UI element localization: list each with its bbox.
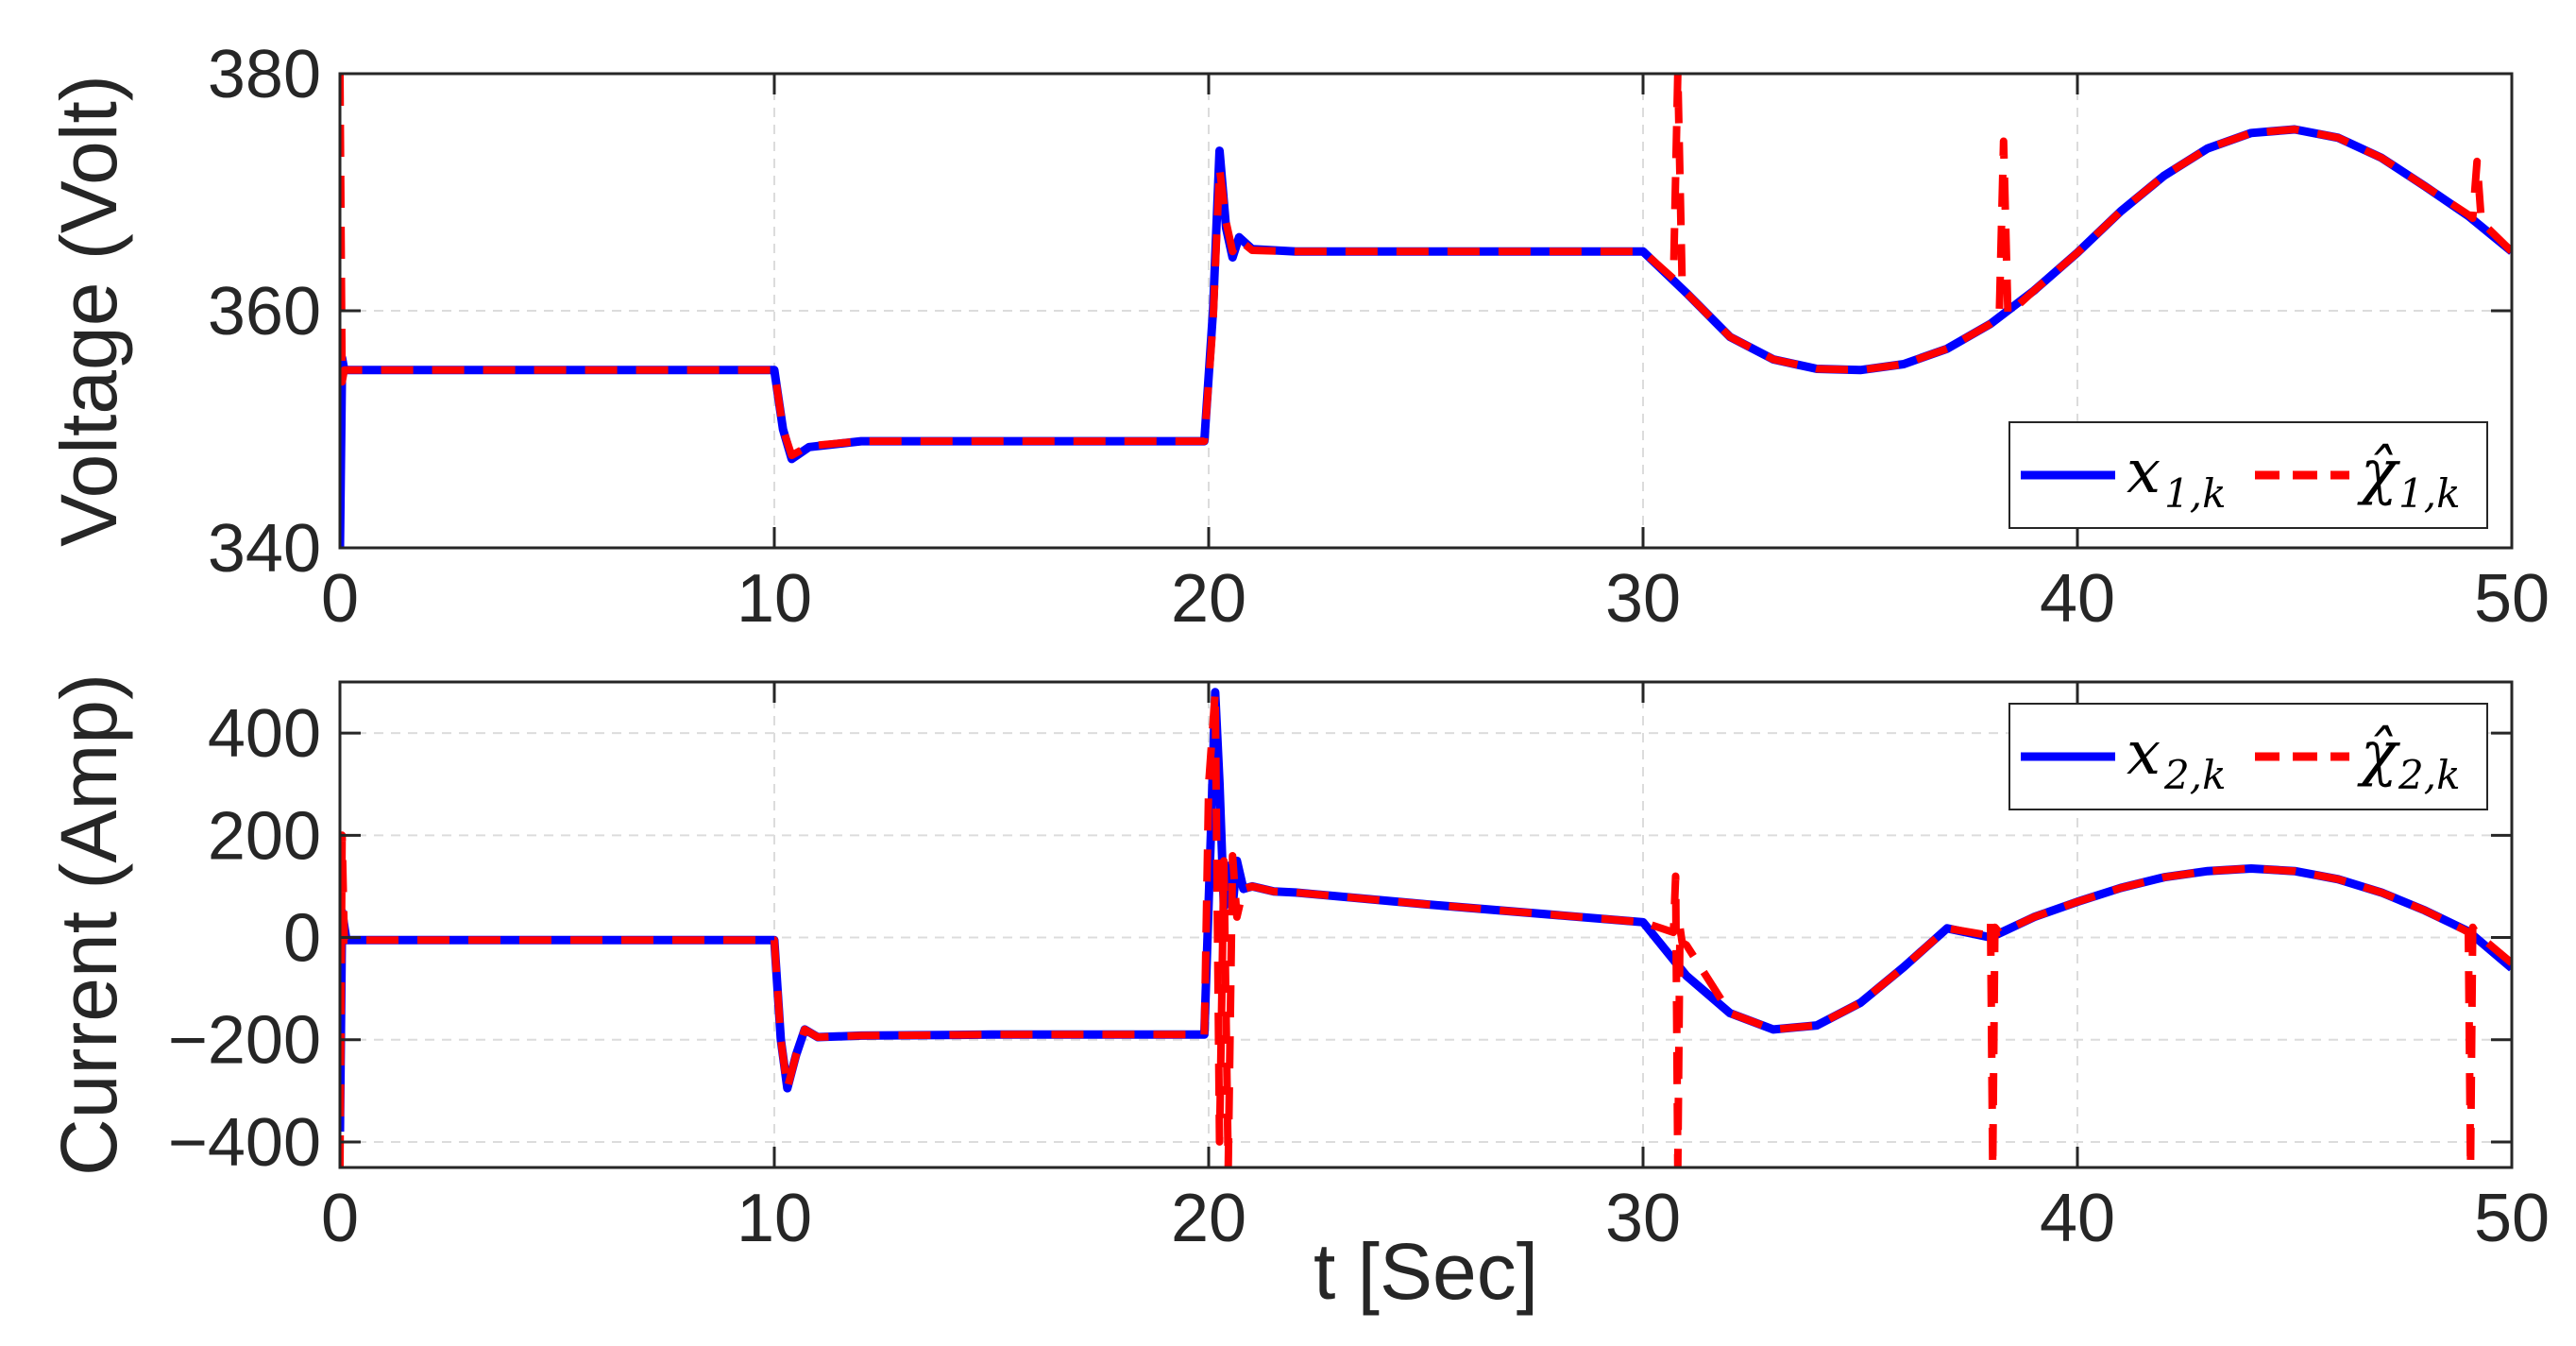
current-x-tick-label-40: 40 bbox=[2040, 1181, 2115, 1256]
voltage-legend-subscript-x1: 1,k bbox=[2164, 470, 2227, 517]
voltage-x-tick-label-40: 40 bbox=[2040, 561, 2115, 637]
current-legend-subscript-chi2: 2,k bbox=[2398, 752, 2461, 798]
voltage-series-layer bbox=[340, 74, 2512, 548]
voltage-x-tick-label-50: 50 bbox=[2474, 561, 2550, 637]
voltage-plot-clip bbox=[340, 74, 2512, 548]
voltage-legend-label-x1: x bbox=[2127, 437, 2161, 507]
voltage-series-estimate-line bbox=[340, 74, 2512, 460]
voltage-x-tick-label-20: 20 bbox=[1171, 561, 1246, 637]
current-y-tick-label--200: −200 bbox=[168, 1003, 321, 1079]
current-x-tick-label-50: 50 bbox=[2474, 1181, 2550, 1256]
voltage-x-tick-label-0: 0 bbox=[321, 561, 359, 637]
voltage-y-tick-label-380: 380 bbox=[208, 37, 321, 112]
voltage-y-axis-label: Voltage (Volt) bbox=[44, 75, 133, 547]
current-y-tick-label--400: −400 bbox=[168, 1105, 321, 1181]
current-x-tick-label-10: 10 bbox=[737, 1181, 812, 1256]
voltage-legend-label-chi1: χ̂ bbox=[2357, 437, 2400, 507]
voltage-legend-subscript-chi1: 1,k bbox=[2398, 470, 2461, 517]
current-ticks: 0 10 20 30 40 50 −400 −200 0 200 400 bbox=[168, 682, 2550, 1256]
current-y-tick-label-400: 400 bbox=[208, 696, 321, 772]
voltage-legend: x 1,k χ̂ 1,k bbox=[2008, 421, 2488, 529]
voltage-x-tick-label-10: 10 bbox=[737, 561, 812, 637]
current-axes-frame bbox=[338, 680, 2514, 1169]
current-series-estimate-line bbox=[340, 688, 2512, 1167]
current-legend-label-x2: x bbox=[2127, 719, 2161, 789]
voltage-y-tick-label-360: 360 bbox=[208, 274, 321, 349]
voltage-ticks: 0 10 20 30 40 50 340 360 380 bbox=[208, 37, 2550, 637]
current-x-tick-label-20: 20 bbox=[1171, 1181, 1246, 1256]
current-x-tick-label-30: 30 bbox=[1605, 1181, 1681, 1256]
current-series-layer bbox=[340, 688, 2512, 1167]
voltage-x-tick-label-30: 30 bbox=[1605, 561, 1681, 637]
current-legend-label-chi2: χ̂ bbox=[2357, 719, 2400, 789]
current-panel: 0 10 20 30 40 50 −400 −200 0 200 400 Current (Amp)… bbox=[44, 673, 2550, 1316]
current-legend: x 2,k χ̂ 2,k bbox=[2008, 703, 2488, 810]
voltage-y-tick-label-340: 340 bbox=[208, 511, 321, 587]
current-y-tick-label-200: 200 bbox=[208, 798, 321, 874]
current-x-tick-label-0: 0 bbox=[321, 1181, 359, 1256]
voltage-panel: 0 10 20 30 40 50 340 360 380 Voltage (Volt) x 1,… bbox=[44, 37, 2550, 637]
current-legend-subscript-x2: 2,k bbox=[2163, 752, 2227, 798]
current-y-tick-label-0: 0 bbox=[283, 901, 321, 977]
current-y-axis-label: Current (Amp) bbox=[44, 673, 133, 1176]
x-axis-label: t [Sec] bbox=[1313, 1227, 1538, 1316]
current-plot-clip bbox=[340, 688, 2512, 1167]
